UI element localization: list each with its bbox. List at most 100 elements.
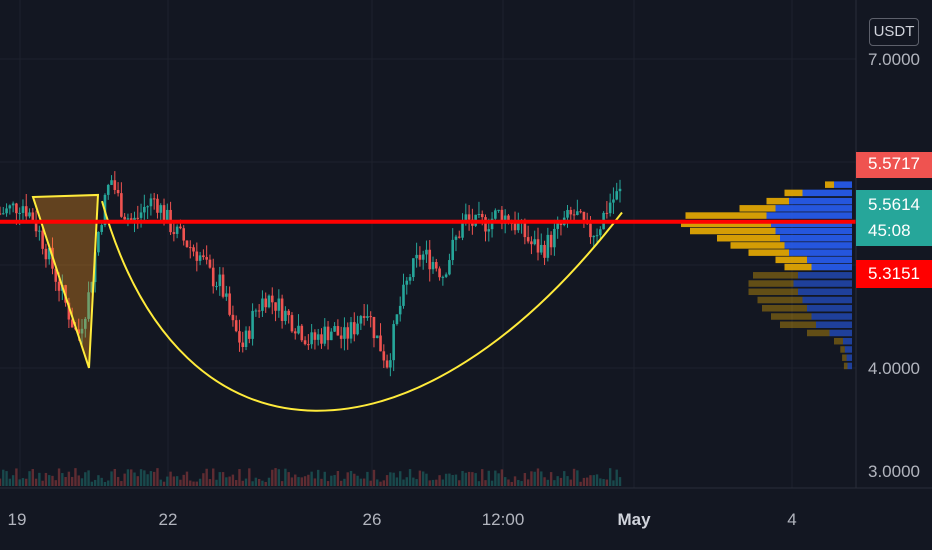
volume-bar: [116, 476, 120, 486]
candle-body: [339, 335, 343, 339]
volume-bar: [228, 476, 231, 486]
volume-bar: [54, 480, 57, 486]
candle-body: [244, 330, 248, 348]
level-price-label: 5.3151: [856, 260, 932, 288]
volume-bar: [274, 468, 277, 486]
volume-bar: [103, 481, 107, 486]
volume-bar: [182, 474, 185, 486]
volume-profile-down: [780, 321, 816, 328]
candle-body: [5, 208, 8, 214]
volume-bar: [221, 472, 225, 486]
volume-bar: [110, 471, 113, 486]
candle-body: [431, 262, 435, 270]
candle-body: [215, 286, 218, 288]
volume-bar: [300, 477, 303, 486]
volume-bar: [477, 481, 481, 486]
volume-profile-up: [771, 220, 852, 228]
volume-profile-up: [811, 263, 852, 271]
candle-body: [146, 206, 149, 208]
volume-bar: [389, 472, 392, 486]
candle-body: [307, 344, 310, 346]
candle-body: [454, 236, 458, 240]
volume-bar: [323, 471, 326, 486]
volume-bar: [359, 478, 363, 486]
candle-body: [530, 241, 533, 245]
chart-drawings: [31, 193, 623, 412]
volume-profile-up: [807, 256, 852, 264]
volume-bar: [451, 474, 454, 486]
candle-body: [152, 198, 156, 200]
candle-body: [618, 188, 622, 192]
candle-body: [576, 211, 579, 215]
candle-body: [38, 230, 41, 232]
volume-bar: [215, 479, 218, 486]
candle-body: [28, 212, 31, 217]
candle-body: [159, 205, 163, 213]
candle-body: [136, 217, 140, 219]
candle-body: [549, 234, 553, 248]
volume-bar: [244, 478, 248, 486]
volume-bar: [494, 470, 497, 486]
volume-bar: [464, 472, 468, 486]
candle-body: [362, 316, 366, 318]
volume-bar: [189, 480, 192, 486]
candle-body: [297, 325, 300, 334]
volume-bar: [67, 471, 71, 486]
candle-body: [500, 209, 504, 224]
candle-body: [70, 319, 74, 328]
candle-body: [375, 335, 379, 339]
candle-body: [441, 276, 445, 278]
volume-bar: [51, 475, 54, 486]
candle-body: [100, 225, 103, 232]
candle-body: [24, 206, 28, 217]
candle-body: [267, 295, 271, 308]
candle-body: [395, 314, 399, 325]
candle-body: [110, 180, 113, 185]
volume-bar: [120, 481, 123, 486]
volume-profile-down: [784, 263, 812, 271]
candle-body: [8, 205, 12, 209]
volume-bar: [559, 477, 563, 486]
volume-bar: [458, 480, 461, 486]
volume-bar: [572, 468, 576, 486]
candle-body: [18, 212, 21, 214]
volume-bar: [585, 477, 589, 486]
volume-bar: [507, 479, 510, 486]
volume-bar: [218, 472, 221, 486]
volume-bar: [366, 471, 369, 486]
candle-body: [11, 203, 15, 206]
volume-bar: [271, 469, 274, 486]
volume-bar: [172, 476, 176, 486]
volume-profile-down: [753, 272, 798, 279]
volume-bar: [526, 479, 530, 486]
time-label: 4: [787, 510, 797, 529]
volume-bar: [392, 472, 395, 486]
volume-bar: [90, 481, 94, 486]
candle-body: [179, 226, 182, 229]
volume-bar: [530, 471, 533, 486]
volume-bar: [317, 469, 320, 486]
volume-bar: [503, 477, 507, 486]
volume-bar: [2, 469, 5, 486]
volume-bar: [80, 478, 84, 486]
volume-bar: [0, 478, 2, 486]
volume-profile-up: [784, 242, 852, 249]
chart-grid: [0, 0, 856, 488]
volume-bar: [415, 479, 418, 486]
candle-body: [97, 231, 100, 253]
currency-button[interactable]: USDT: [869, 18, 919, 46]
volume-bar: [343, 478, 346, 486]
candle-body: [54, 268, 58, 282]
candle-body: [566, 209, 569, 218]
volume-bar: [536, 468, 540, 486]
volume-bar: [280, 481, 284, 486]
volume-bar: [257, 478, 261, 486]
candle-body: [218, 274, 222, 287]
volume-bar: [175, 476, 179, 486]
candle-body: [47, 247, 51, 260]
candle-body: [300, 325, 304, 341]
candle-body: [592, 235, 596, 238]
volume-bar: [93, 479, 97, 486]
